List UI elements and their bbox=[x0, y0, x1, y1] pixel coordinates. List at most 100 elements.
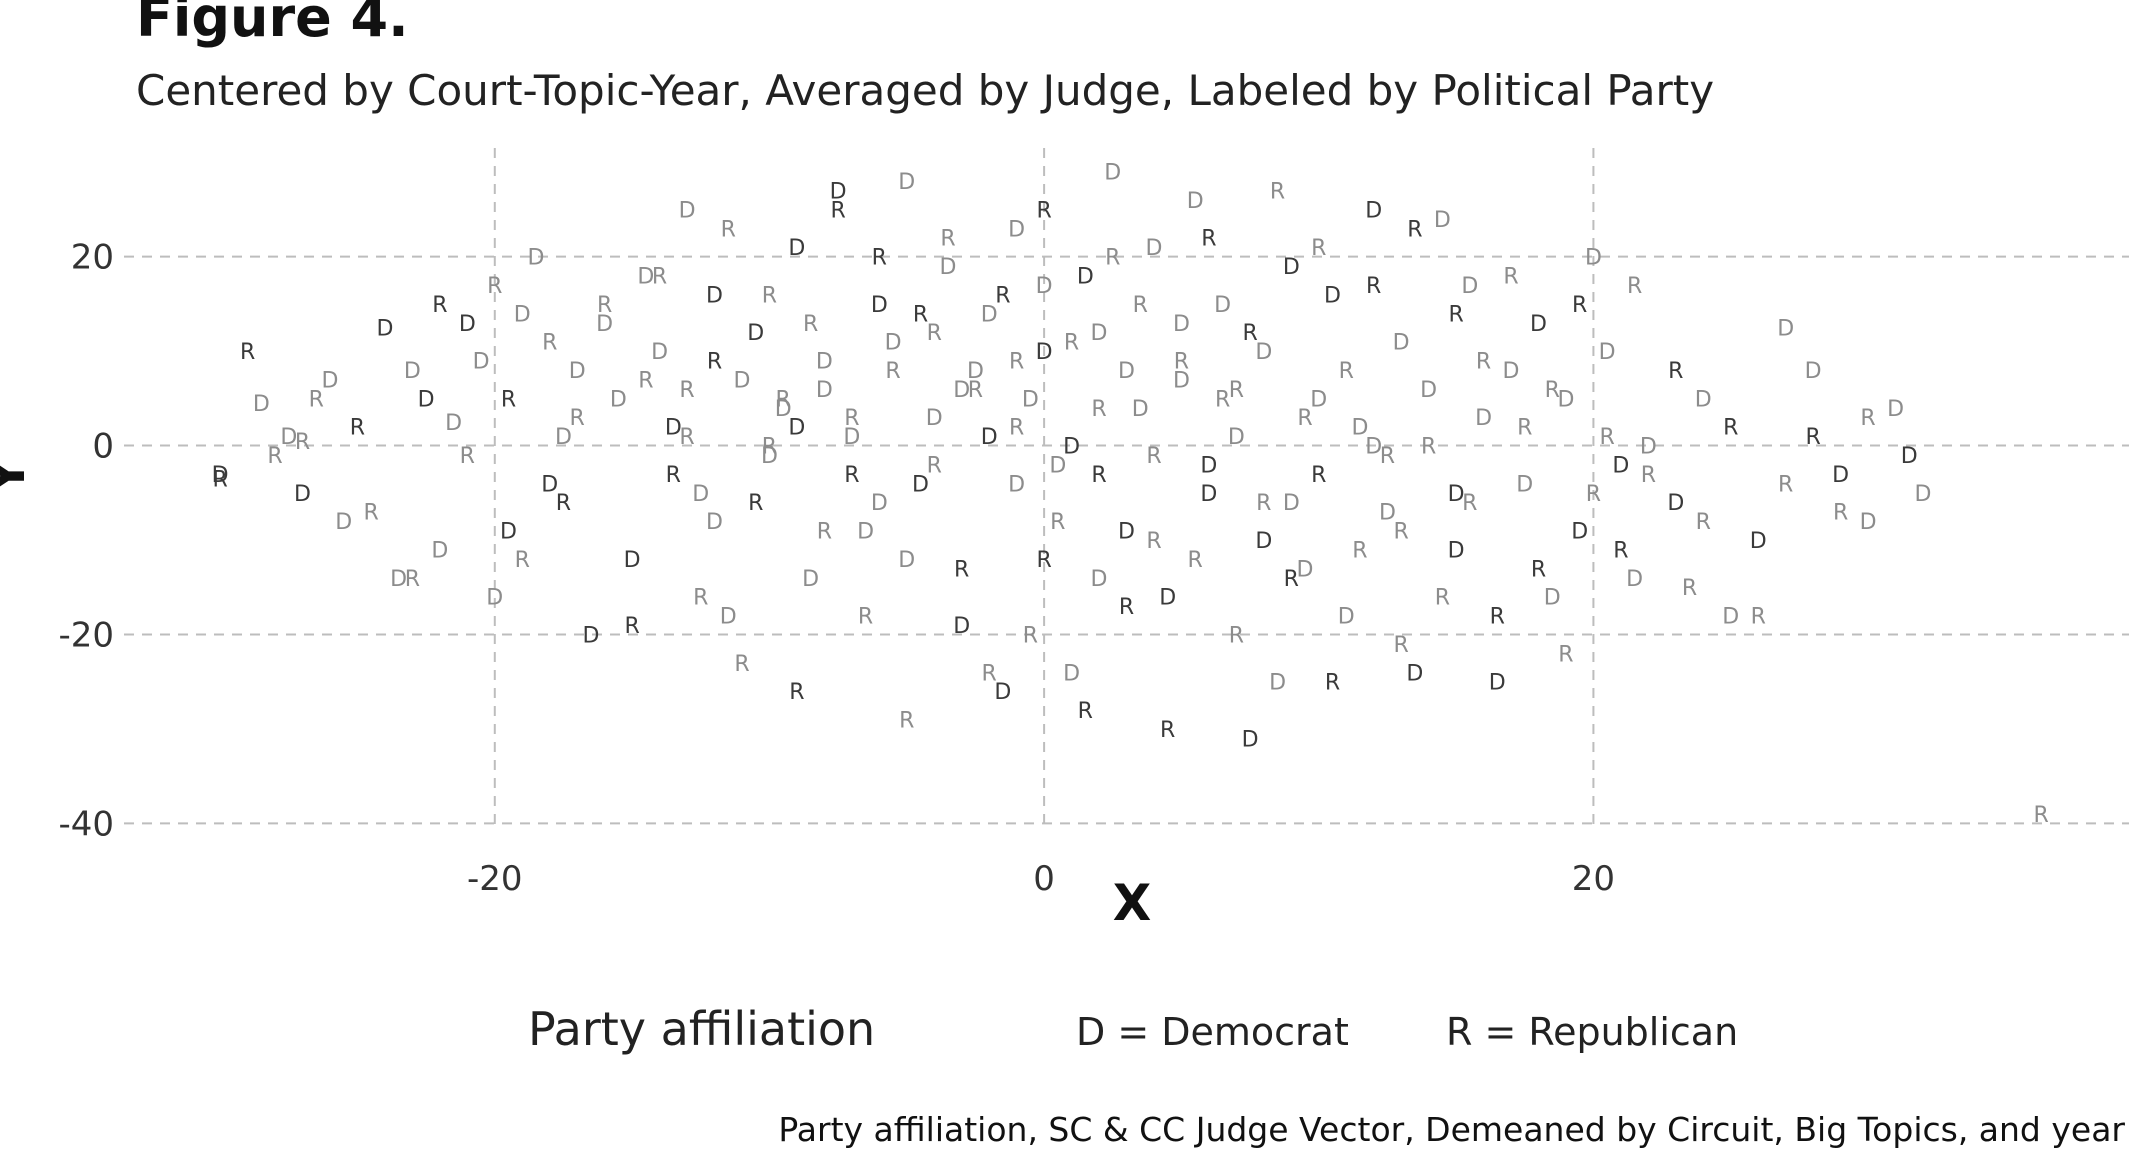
point-d: D bbox=[624, 548, 641, 573]
point-d: D bbox=[1022, 387, 1039, 412]
point-d: D bbox=[788, 236, 805, 261]
point-d: D bbox=[1379, 501, 1396, 526]
point-d: D bbox=[939, 255, 956, 280]
point-d: D bbox=[816, 350, 833, 375]
point-d: D bbox=[1406, 661, 1423, 686]
point-r: R bbox=[1146, 444, 1161, 469]
point-r: R bbox=[1805, 425, 1820, 450]
point-r: R bbox=[212, 468, 227, 493]
point-r: R bbox=[1091, 397, 1106, 422]
point-r: R bbox=[1545, 378, 1560, 403]
point-d: D bbox=[981, 425, 998, 450]
point-r: R bbox=[927, 321, 942, 346]
point-r: R bbox=[350, 416, 365, 441]
point-d: D bbox=[1448, 538, 1465, 563]
point-d: D bbox=[376, 316, 393, 341]
point-d: D bbox=[912, 472, 929, 497]
point-d: D bbox=[1351, 416, 1368, 441]
point-r: R bbox=[1696, 510, 1711, 535]
point-r: R bbox=[487, 274, 502, 299]
x-axis-title: X bbox=[1113, 874, 1152, 932]
point-d: D bbox=[280, 425, 297, 450]
point-d: D bbox=[1118, 520, 1135, 545]
point-d: D bbox=[1516, 472, 1533, 497]
point-d: D bbox=[761, 444, 778, 469]
point-d: D bbox=[555, 425, 572, 450]
point-r: R bbox=[1778, 472, 1793, 497]
point-d: D bbox=[788, 416, 805, 441]
point-d: D bbox=[802, 567, 819, 592]
point-r: R bbox=[542, 331, 557, 356]
point-d: D bbox=[706, 283, 723, 308]
point-d: D bbox=[253, 392, 270, 417]
point-r: R bbox=[1091, 463, 1106, 488]
point-r: R bbox=[748, 491, 763, 516]
point-d: D bbox=[843, 425, 860, 450]
point-r: R bbox=[1627, 274, 1642, 299]
point-d: D bbox=[335, 510, 352, 535]
point-d: D bbox=[1214, 293, 1231, 318]
point-d: D bbox=[1887, 397, 1904, 422]
point-d: D bbox=[898, 170, 915, 195]
point-r: R bbox=[1503, 265, 1518, 290]
point-d: D bbox=[953, 614, 970, 639]
point-d: D bbox=[692, 482, 709, 507]
point-r: R bbox=[899, 708, 914, 733]
point-r: R bbox=[1270, 180, 1285, 205]
point-d: D bbox=[857, 520, 874, 545]
point-d: D bbox=[1283, 255, 1300, 280]
point-d: D bbox=[1036, 274, 1053, 299]
point-r: R bbox=[1490, 605, 1505, 630]
point-r: R bbox=[1421, 435, 1436, 460]
point-d: D bbox=[706, 510, 723, 535]
point-d: D bbox=[953, 378, 970, 403]
point-r: R bbox=[1036, 548, 1051, 573]
point-d: D bbox=[473, 350, 490, 375]
point-d: D bbox=[898, 548, 915, 573]
point-d: D bbox=[514, 302, 531, 327]
point-d: D bbox=[1365, 435, 1382, 460]
point-r: R bbox=[803, 312, 818, 337]
point-r: R bbox=[1366, 274, 1381, 299]
point-r: R bbox=[872, 246, 887, 271]
point-d: D bbox=[1448, 482, 1465, 507]
point-d: D bbox=[1159, 586, 1176, 611]
point-d: D bbox=[1269, 671, 1286, 696]
point-d: D bbox=[1475, 406, 1492, 431]
point-d: D bbox=[1571, 520, 1588, 545]
point-r: R bbox=[679, 425, 694, 450]
point-r: R bbox=[830, 198, 845, 223]
point-r: R bbox=[913, 302, 928, 327]
point-r: R bbox=[1394, 633, 1409, 658]
point-r: R bbox=[968, 378, 983, 403]
point-r: R bbox=[1036, 198, 1051, 223]
point-r: R bbox=[1215, 387, 1230, 412]
point-d: D bbox=[1063, 435, 1080, 460]
point-d: D bbox=[1187, 189, 1204, 214]
point-d: D bbox=[445, 411, 462, 436]
point-r: R bbox=[405, 567, 420, 592]
point-d: D bbox=[1503, 359, 1520, 384]
point-r: R bbox=[309, 387, 324, 412]
point-d: D bbox=[294, 482, 311, 507]
point-d: D bbox=[322, 368, 339, 393]
point-d: D bbox=[212, 463, 229, 488]
point-d: D bbox=[637, 265, 654, 290]
point-r: R bbox=[1023, 623, 1038, 648]
point-d: D bbox=[665, 416, 682, 441]
point-d: D bbox=[404, 359, 421, 384]
point-d: D bbox=[1599, 340, 1616, 365]
point-d: D bbox=[1434, 208, 1451, 233]
point-d: D bbox=[926, 406, 943, 431]
point-d: D bbox=[1091, 321, 1108, 346]
point-r: R bbox=[1311, 463, 1326, 488]
point-d: D bbox=[1063, 661, 1080, 686]
point-d: D bbox=[747, 321, 764, 346]
point-r: R bbox=[1352, 538, 1367, 563]
point-d: D bbox=[390, 567, 407, 592]
point-r: R bbox=[1311, 236, 1326, 261]
point-r: R bbox=[817, 520, 832, 545]
x-tick-label: -20 bbox=[467, 859, 523, 899]
point-r: R bbox=[1242, 321, 1257, 346]
point-r: R bbox=[1325, 671, 1340, 696]
